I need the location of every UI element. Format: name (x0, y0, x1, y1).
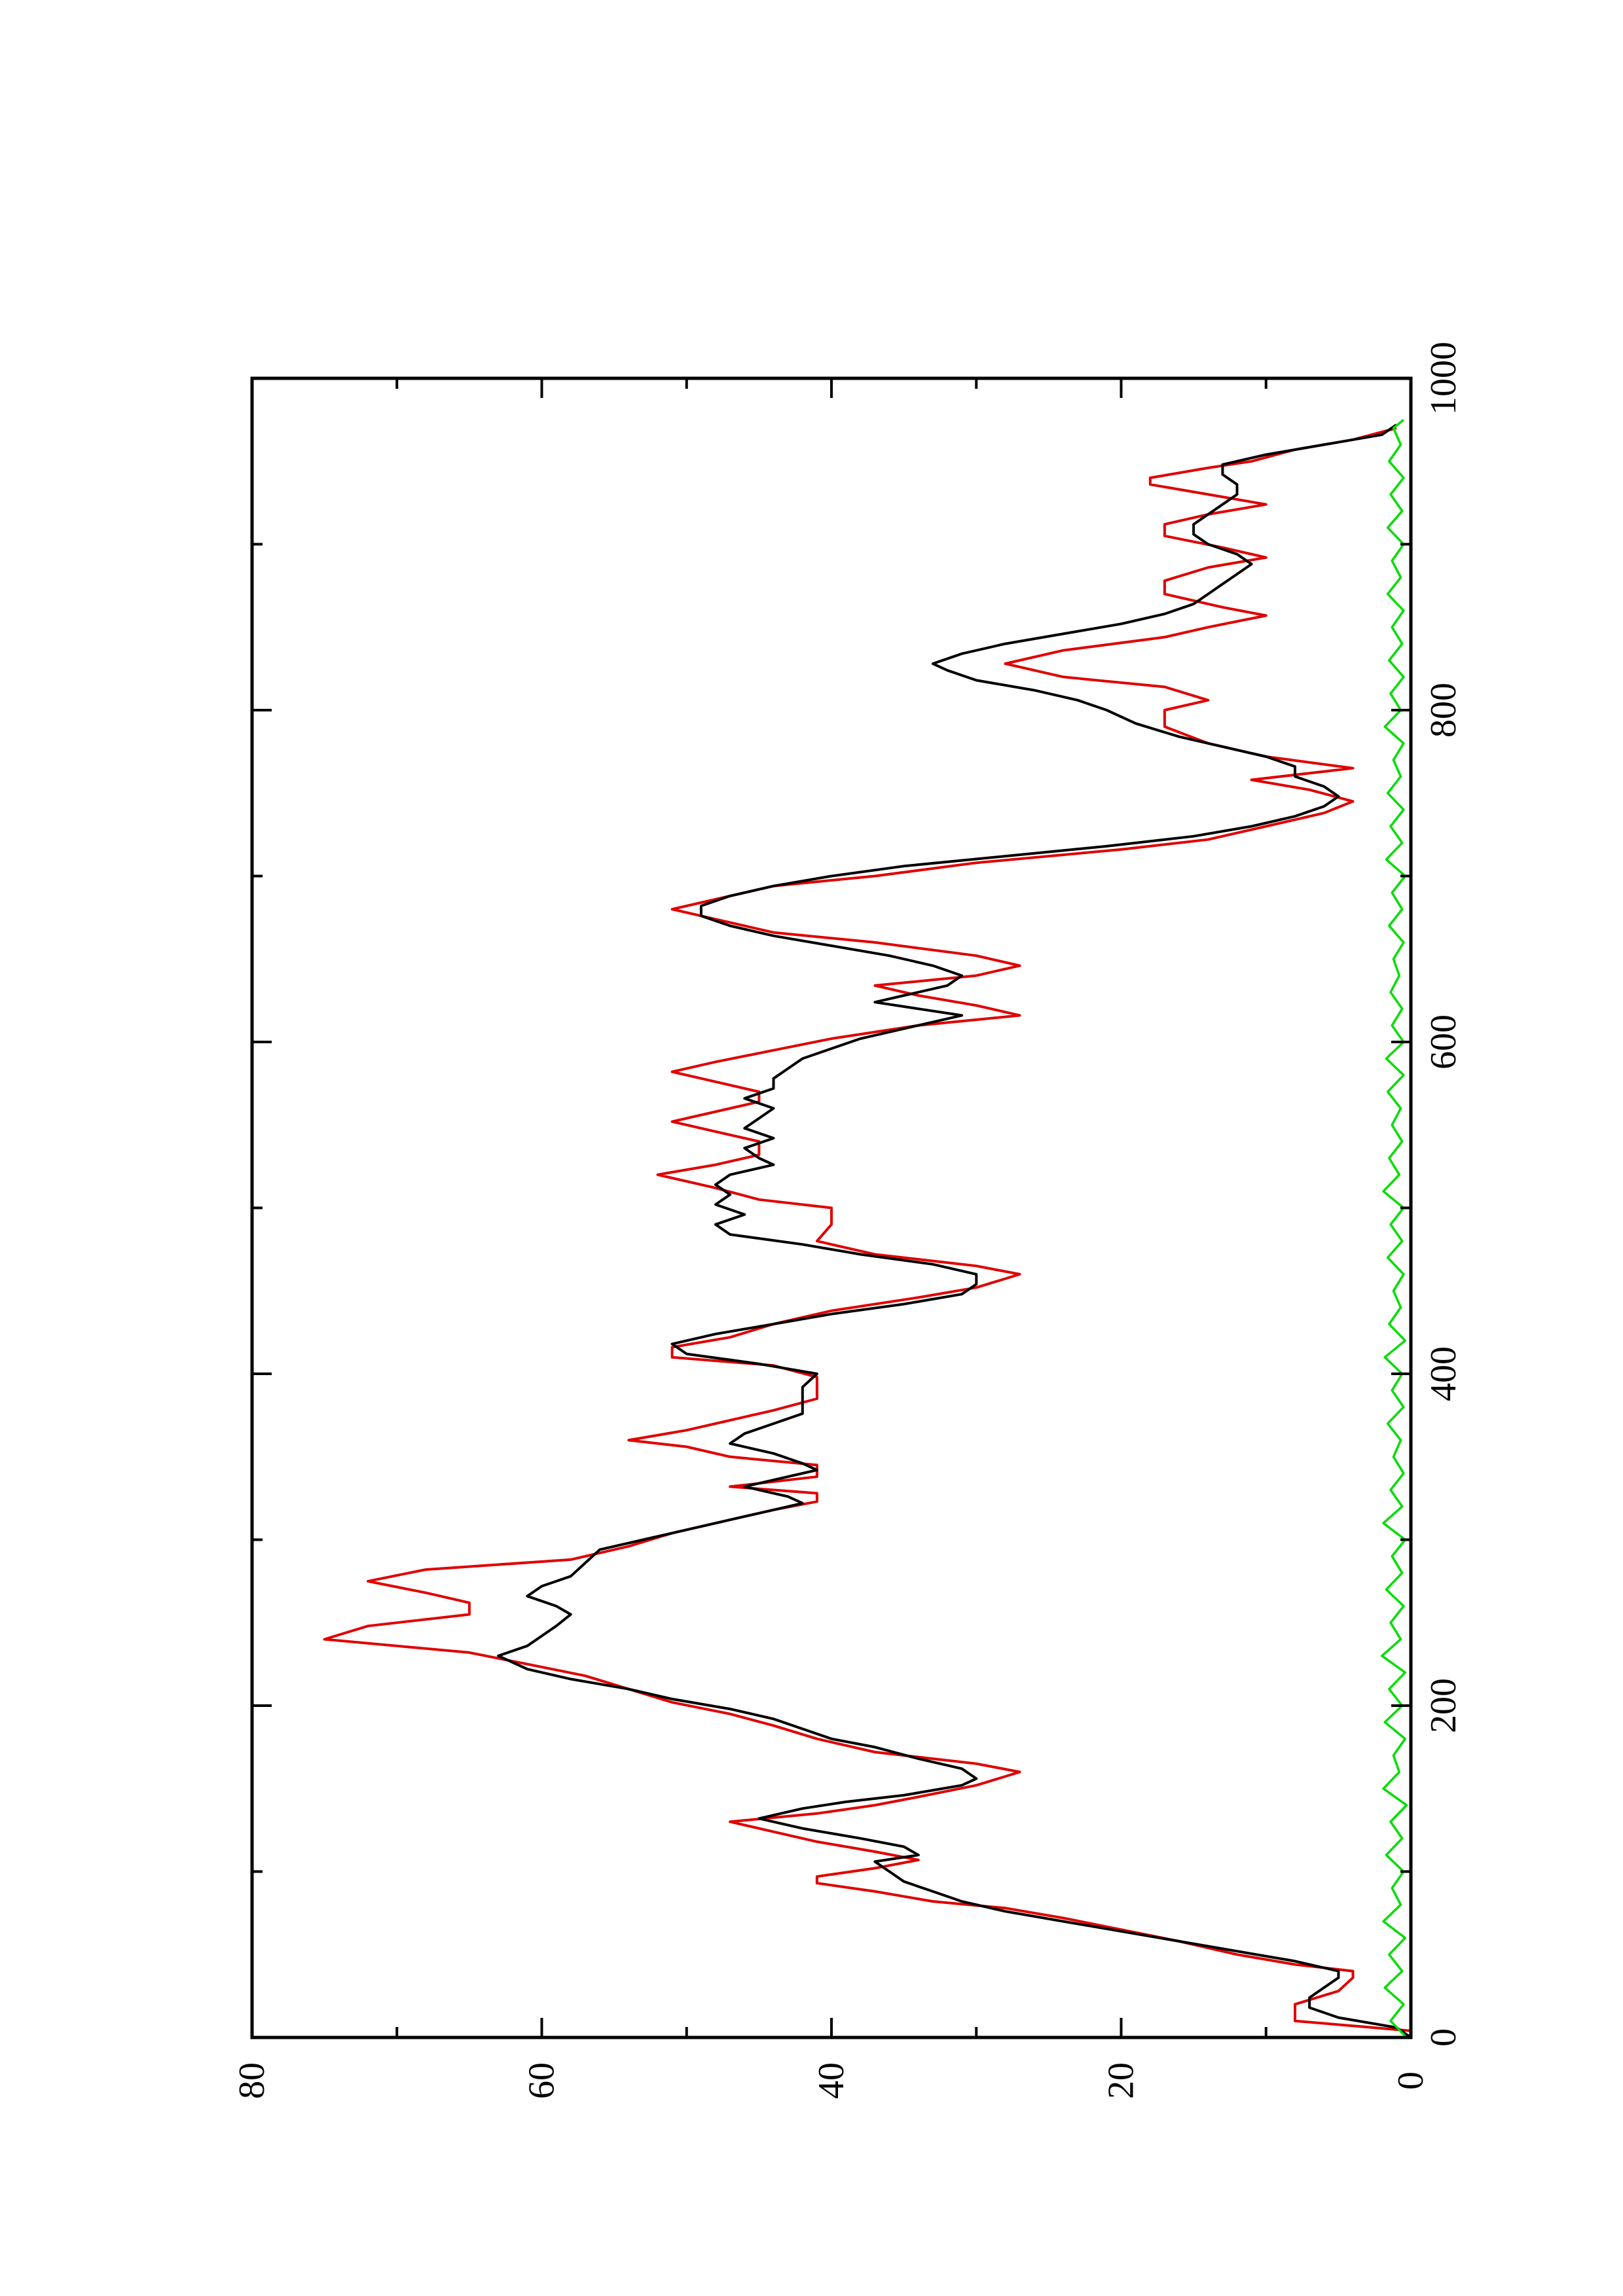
y-tick-label: 80 (232, 2062, 272, 2099)
x-tick-label: 0 (1423, 2028, 1464, 2047)
x-tick-label: 1000 (1423, 342, 1464, 415)
axes: 0 200 400 600 800 1000 0 20 40 60 80 (232, 342, 1464, 2099)
series-line-3 (1381, 419, 1408, 2039)
y-tick-label: 40 (811, 2062, 852, 2099)
series-line-1 (323, 427, 1412, 2037)
x-tick-label: 400 (1423, 1346, 1464, 1401)
x-tick-label: 600 (1423, 1014, 1464, 1069)
plot-area (323, 419, 1412, 2039)
series-line-2 (497, 423, 1412, 2039)
y-tick-label: 60 (522, 2062, 562, 2099)
y-tick-label: 0 (1391, 2072, 1431, 2090)
x-tick-label: 800 (1423, 683, 1464, 738)
y-tick-label: 20 (1101, 2062, 1142, 2099)
x-tick-label: 200 (1423, 1678, 1464, 1733)
